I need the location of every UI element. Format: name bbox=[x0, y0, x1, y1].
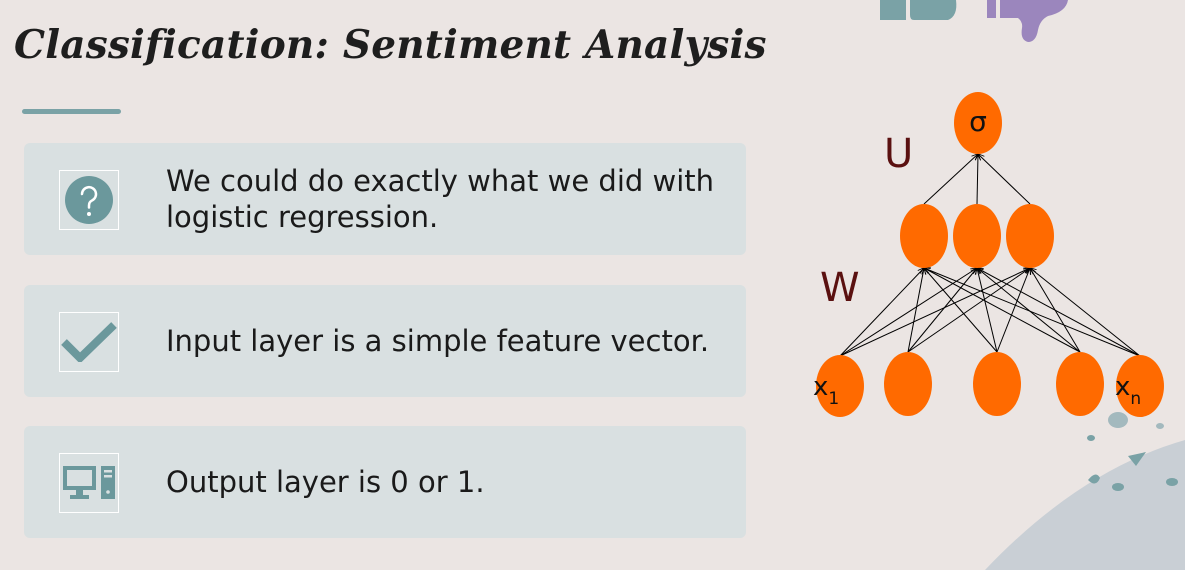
input-weights-label: W bbox=[820, 265, 860, 311]
output-node bbox=[954, 92, 1002, 154]
input-node bbox=[1056, 352, 1104, 416]
network-edge bbox=[924, 268, 1141, 357]
info-card-check: Input layer is a simple feature vector. bbox=[24, 285, 746, 397]
network-edge bbox=[977, 154, 978, 205]
input-first-label: x1 bbox=[813, 372, 839, 409]
card-text: We could do exactly what we did with log… bbox=[166, 164, 715, 234]
question-icon bbox=[59, 170, 119, 230]
network-edge bbox=[977, 268, 1081, 353]
hidden-node bbox=[900, 204, 948, 268]
network-edge bbox=[977, 268, 998, 353]
network-edge bbox=[839, 268, 1030, 357]
hidden-weights-label: U bbox=[884, 131, 913, 177]
network-edge bbox=[1030, 268, 1141, 357]
network-edge bbox=[839, 268, 977, 357]
input-node bbox=[1116, 355, 1164, 417]
hidden-node bbox=[1006, 204, 1054, 268]
network-edge bbox=[907, 268, 1030, 353]
checkmark-icon bbox=[59, 312, 119, 372]
network-edge bbox=[907, 268, 924, 353]
input-node bbox=[816, 355, 864, 417]
network-edge bbox=[907, 268, 977, 353]
network-edge bbox=[996, 268, 1030, 353]
hidden-node bbox=[953, 204, 1001, 268]
input-to-hidden-edges bbox=[839, 268, 1141, 357]
input-last-label: xn bbox=[1115, 372, 1141, 409]
output-sigma-label: σ bbox=[969, 105, 987, 138]
info-card-computer: Output layer is 0 or 1. bbox=[24, 426, 746, 538]
computer-icon bbox=[59, 453, 119, 513]
slide-title: Classification: Sentiment Analysis bbox=[14, 22, 767, 68]
network-edge bbox=[923, 154, 978, 205]
network-edge bbox=[977, 268, 1141, 357]
title-underline bbox=[22, 109, 121, 114]
network-edge bbox=[924, 268, 1081, 353]
network-edge bbox=[924, 268, 998, 353]
decorative-corner-shape bbox=[985, 412, 1185, 570]
input-node bbox=[884, 352, 932, 416]
thumbs-icon bbox=[880, 0, 1068, 42]
card-text: Input layer is a simple feature vector. bbox=[166, 324, 710, 358]
neural-network-diagram: σ U W x1 xn bbox=[813, 92, 1164, 417]
card-text: Output layer is 0 or 1. bbox=[166, 465, 485, 499]
network-edge bbox=[978, 154, 1031, 205]
hidden-to-output-edges bbox=[923, 154, 1031, 205]
network-edge bbox=[839, 268, 924, 357]
input-node bbox=[973, 352, 1021, 416]
info-card-question: We could do exactly what we did with log… bbox=[24, 143, 746, 255]
